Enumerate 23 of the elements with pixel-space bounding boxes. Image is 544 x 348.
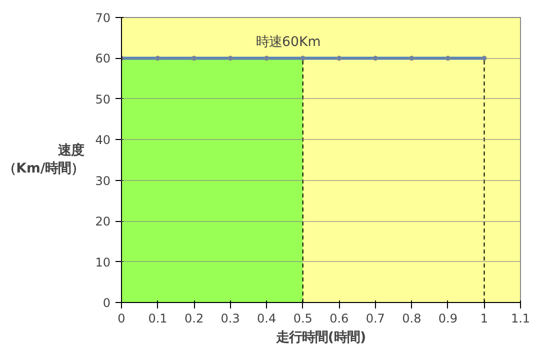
y-tick-label: 50 <box>95 92 111 106</box>
x-tick-label: 0.2 <box>184 312 204 326</box>
x-axis-title: 走行時間(時間) <box>274 330 366 346</box>
annotation: 時速60Km <box>256 35 321 50</box>
y-tick-label: 0 <box>102 296 111 310</box>
x-tick-label: 0.4 <box>257 312 276 326</box>
x-tick-label: 0 <box>118 312 126 326</box>
x-tick-label: 0.5 <box>293 312 312 326</box>
x-tick-label: 1 <box>480 312 488 326</box>
x-tick-label: 0.3 <box>220 312 240 326</box>
x-tick-label: 0.6 <box>330 312 349 326</box>
y-tick-label: 10 <box>95 255 111 270</box>
y-tick-label: 30 <box>95 174 111 188</box>
x-tick-label: 0.9 <box>438 312 458 326</box>
x-tick-label: 0.7 <box>366 312 385 326</box>
y-tick-label: 40 <box>95 133 111 148</box>
y-tick-label: 70 <box>95 11 111 25</box>
y-axis-title: 速度（Km/時間） <box>3 142 84 176</box>
x-tick-label: 0.8 <box>402 312 422 326</box>
x-tick-label: 0.1 <box>148 312 168 326</box>
y-tick-label: 20 <box>95 214 111 229</box>
x-tick-label: 1.1 <box>510 312 530 326</box>
y-tick-label: 60 <box>95 52 111 66</box>
